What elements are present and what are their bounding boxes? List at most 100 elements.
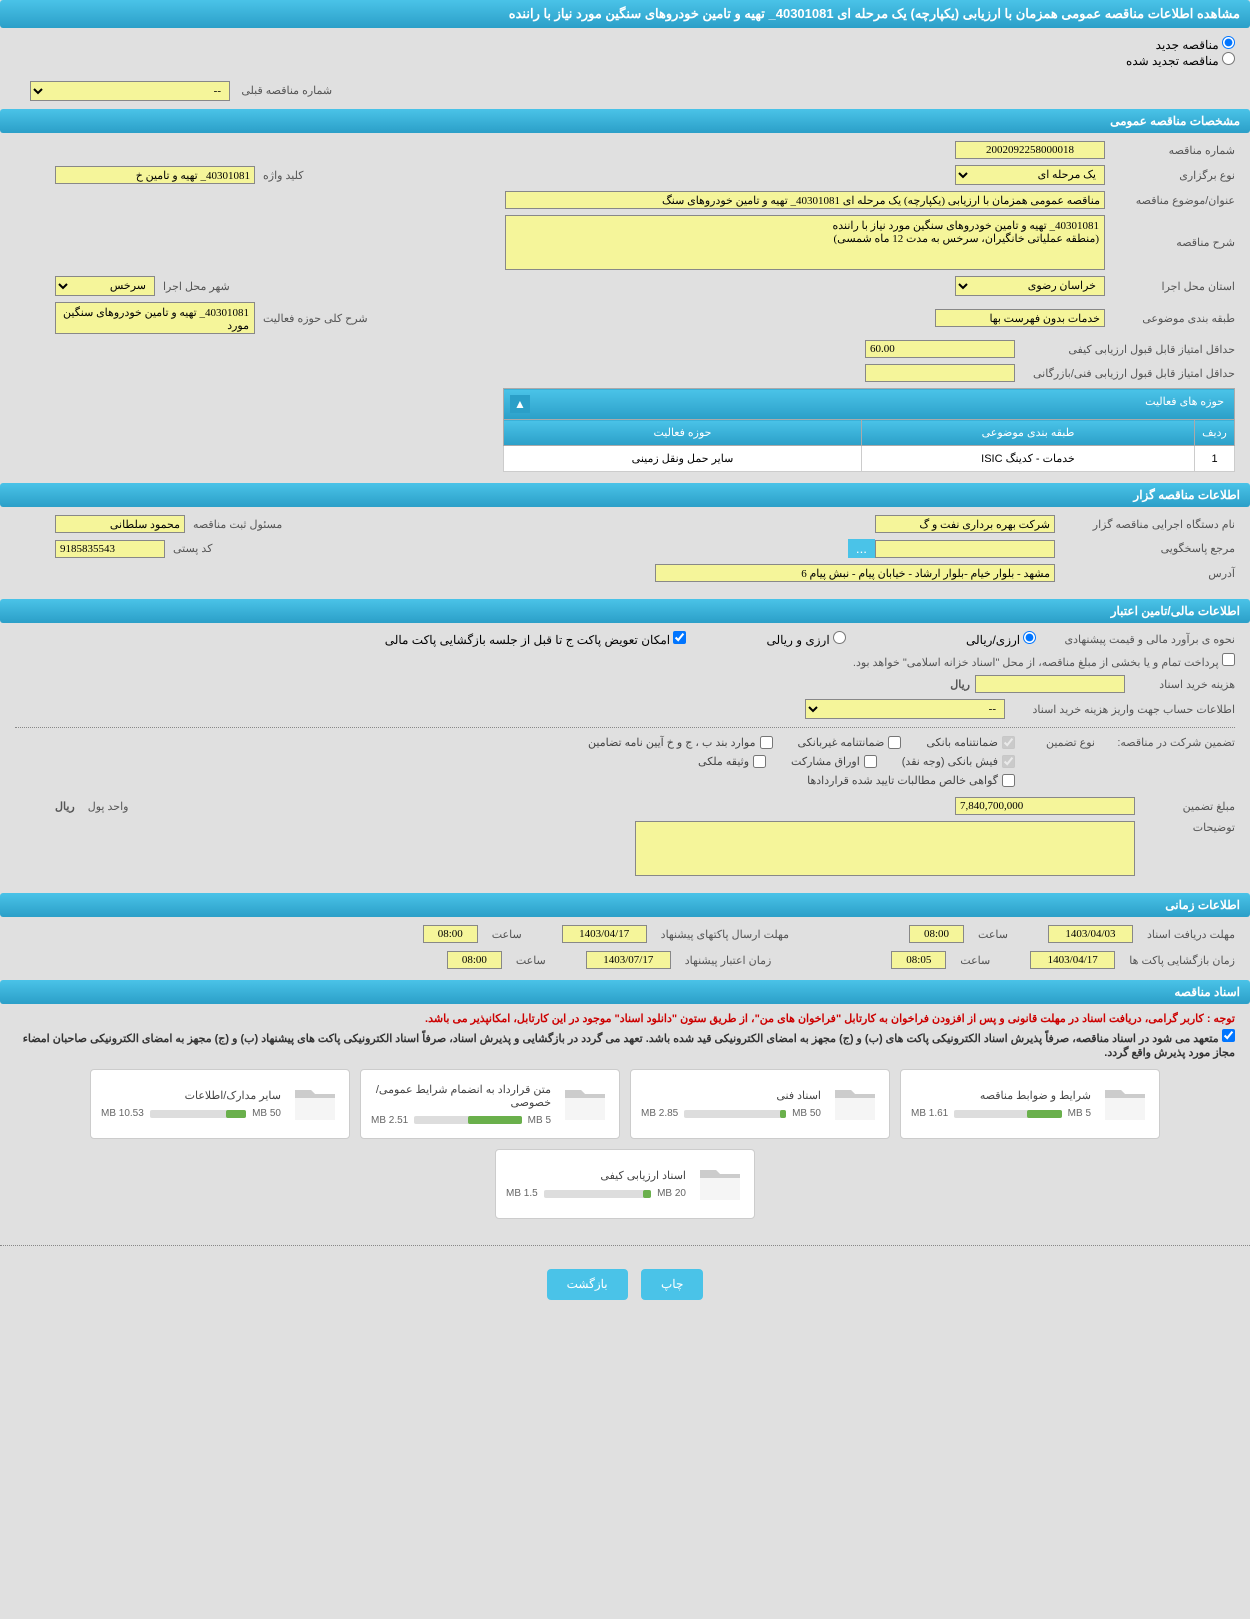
currency-label: واحد پول xyxy=(80,800,129,813)
exchange-label: امکان تعویض پاکت ج تا قبل از جلسه بازگشا… xyxy=(385,633,670,647)
city-select[interactable]: سرخس xyxy=(55,276,155,296)
chk-nonbank-guarantee[interactable] xyxy=(888,736,901,749)
doc-title: اسناد فنی xyxy=(641,1089,821,1102)
province-select[interactable]: خراسان رضوی xyxy=(955,276,1105,296)
section-timing: اطلاعات زمانی xyxy=(0,893,1250,917)
ellipsis-button[interactable]: ... xyxy=(848,539,875,558)
col-field: حوزه فعالیت xyxy=(504,420,862,446)
chk-bank-guarantee[interactable] xyxy=(1002,736,1015,749)
type-label: نوع برگزاری xyxy=(1105,169,1235,182)
doc-cost-input[interactable] xyxy=(975,675,1125,693)
time-label-3: ساعت xyxy=(952,954,990,967)
prev-tender-label: شماره مناقصه قبلی xyxy=(233,85,332,97)
chk-bank-receipt[interactable] xyxy=(1002,755,1015,768)
validity-date[interactable] xyxy=(586,951,671,969)
collapse-icon[interactable]: ▲ xyxy=(510,395,530,413)
account-info-label: اطلاعات حساب جهت واریز هزینه خرید اسناد xyxy=(1005,703,1235,716)
chk-securities[interactable] xyxy=(864,755,877,768)
keyword-input[interactable] xyxy=(55,166,255,184)
send-deadline-date[interactable] xyxy=(562,925,647,943)
account-info-select[interactable]: -- xyxy=(805,699,1005,719)
doc-deadline-time[interactable] xyxy=(909,925,964,943)
registrar-label: مسئول ثبت مناقصه xyxy=(185,518,282,531)
folder-icon xyxy=(291,1080,339,1128)
doc-progress xyxy=(544,1190,651,1198)
doc-title: اسناد ارزیابی کیفی xyxy=(506,1169,686,1182)
doc-note-1: توجه : کاربر گرامی، دریافت اسناد در مهلت… xyxy=(15,1012,1235,1025)
type-select[interactable]: یک مرحله ای xyxy=(955,165,1105,185)
agency-input[interactable] xyxy=(875,515,1055,533)
document-box[interactable]: اسناد فنی50 MB2.85 MB xyxy=(630,1069,890,1139)
back-button[interactable]: بازگشت xyxy=(547,1269,628,1300)
chk-regulation[interactable] xyxy=(760,736,773,749)
province-label: استان محل اجرا xyxy=(1105,280,1235,293)
document-box[interactable]: اسناد ارزیابی کیفی20 MB1.5 MB xyxy=(495,1149,755,1219)
document-box[interactable]: سایر مدارک/اطلاعات50 MB10.53 MB xyxy=(90,1069,350,1139)
section-organizer: اطلاعات مناقصه گزار xyxy=(0,483,1250,507)
chk-bank-guarantee-label: ضمانتنامه بانکی xyxy=(926,736,998,749)
chk-bank-receipt-label: فیش بانکی (وجه نقد) xyxy=(902,755,998,768)
amount-input[interactable] xyxy=(955,797,1135,815)
chk-property[interactable] xyxy=(753,755,766,768)
min-quality-input[interactable] xyxy=(865,340,1015,358)
address-label: آدرس xyxy=(1055,567,1235,580)
opt-currency-label: ارزی و ریالی xyxy=(766,633,829,647)
document-box[interactable]: شرایط و ضوابط مناقصه5 MB1.61 MB xyxy=(900,1069,1160,1139)
doc-cost-label: هزینه خرید اسناد xyxy=(1125,678,1235,691)
notes-textarea[interactable] xyxy=(635,821,1135,876)
doc-progress xyxy=(684,1110,786,1118)
subject-input[interactable] xyxy=(505,191,1105,209)
page-title: مشاهده اطلاعات مناقصه عمومی همزمان با ار… xyxy=(0,0,1250,28)
radio-new-tender[interactable] xyxy=(1222,36,1235,49)
guarantee-type-label: نوع تضمین xyxy=(1015,736,1095,749)
category-input[interactable] xyxy=(935,309,1105,327)
chk-contract-claims[interactable] xyxy=(1002,774,1015,787)
folder-icon xyxy=(1101,1080,1149,1128)
doc-deadline-date[interactable] xyxy=(1048,925,1133,943)
description-textarea[interactable] xyxy=(505,215,1105,270)
tender-type-radios: مناقصه جدید مناقصه تجدید شده xyxy=(0,28,1250,76)
checkbox-payment-note[interactable] xyxy=(1222,653,1235,666)
category-label: طبقه بندی موضوعی xyxy=(1105,312,1235,325)
registrar-input[interactable] xyxy=(55,515,185,533)
radio-renewed-tender[interactable] xyxy=(1222,52,1235,65)
document-box[interactable]: متن قرارداد به انضمام شرایط عمومی/خصوصی5… xyxy=(360,1069,620,1139)
col-row: ردیف xyxy=(1195,420,1235,446)
cell-category: خدمات - کدینگ ISIC xyxy=(861,446,1194,472)
prev-tender-select[interactable]: -- xyxy=(30,81,230,101)
keyword-label: کلید واژه xyxy=(255,169,303,182)
activity-desc-textarea[interactable] xyxy=(55,302,255,334)
section-general: مشخصات مناقصه عمومی xyxy=(0,109,1250,133)
payment-note-label: پرداخت تمام و یا بخشی از مبلغ مناقصه، از… xyxy=(845,657,1219,669)
postal-input[interactable] xyxy=(55,540,165,558)
activity-table-header: حوزه های فعالیت xyxy=(1145,396,1224,408)
radio-renewed-label: مناقصه تجدید شده xyxy=(1126,54,1219,68)
chk-nonbank-guarantee-label: ضمانتنامه غیربانکی xyxy=(798,736,885,749)
checkbox-commitment[interactable] xyxy=(1222,1029,1235,1042)
opening-time[interactable] xyxy=(891,951,946,969)
doc-progress xyxy=(954,1110,1061,1118)
response-ref-input[interactable] xyxy=(875,540,1055,558)
response-ref-label: مرجع پاسخگویی xyxy=(1055,542,1235,555)
estimate-method-label: نحوه ی برآورد مالی و قیمت پیشنهادی xyxy=(1056,633,1235,646)
radio-currency[interactable] xyxy=(833,631,846,644)
radio-rial[interactable] xyxy=(1023,631,1036,644)
city-label: شهر محل اجرا xyxy=(155,280,230,293)
opening-date[interactable] xyxy=(1030,951,1115,969)
doc-used-size: 1.61 MB xyxy=(911,1108,948,1119)
address-input[interactable] xyxy=(655,564,1055,582)
table-row: 1 خدمات - کدینگ ISIC سایر حمل ونقل زمینی xyxy=(504,446,1235,472)
doc-used-size: 10.53 MB xyxy=(101,1108,144,1119)
doc-note-2: متعهد می شود در اسناد مناقصه، صرفاً پذیر… xyxy=(23,1033,1235,1059)
print-button[interactable]: چاپ xyxy=(641,1269,703,1300)
section-financial: اطلاعات مالی/تامین اعتبار xyxy=(0,599,1250,623)
cell-field: سایر حمل ونقل زمینی xyxy=(504,446,862,472)
send-deadline-time[interactable] xyxy=(423,925,478,943)
checkbox-exchange[interactable] xyxy=(673,631,686,644)
tender-number-input[interactable] xyxy=(955,141,1105,159)
doc-deadline-label: مهلت دریافت اسناد xyxy=(1139,928,1235,941)
validity-time[interactable] xyxy=(447,951,502,969)
min-technical-input[interactable] xyxy=(865,364,1015,382)
doc-title: سایر مدارک/اطلاعات xyxy=(101,1089,281,1102)
chk-regulation-label: موارد بند ب ، ج و خ آیین نامه تضامین xyxy=(588,736,755,749)
